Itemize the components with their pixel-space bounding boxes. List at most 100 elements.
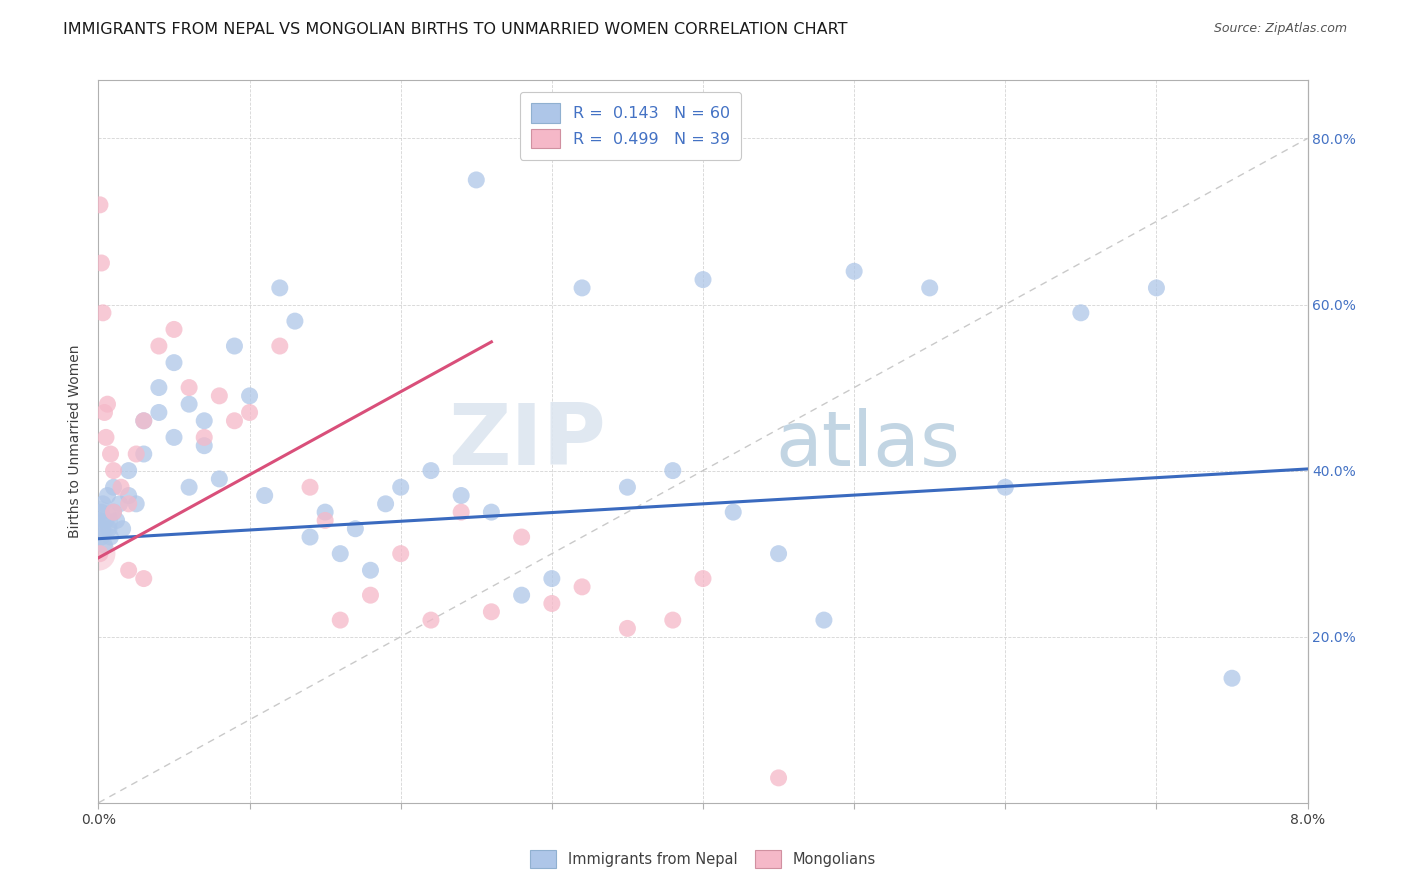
Y-axis label: Births to Unmarried Women: Births to Unmarried Women xyxy=(69,345,83,538)
Point xyxy=(481,605,503,619)
Point xyxy=(89,547,111,561)
Point xyxy=(100,530,122,544)
Point xyxy=(269,339,291,353)
Point xyxy=(1146,281,1168,295)
Point xyxy=(420,613,443,627)
Point xyxy=(344,522,367,536)
Point xyxy=(314,513,336,527)
Point xyxy=(94,430,117,444)
Point xyxy=(224,414,246,428)
Point xyxy=(768,771,790,785)
Point xyxy=(314,505,336,519)
Point xyxy=(360,563,382,577)
Point xyxy=(661,613,683,627)
Point xyxy=(571,281,593,295)
Point xyxy=(768,547,790,561)
Text: atlas: atlas xyxy=(776,409,960,483)
Point xyxy=(571,580,593,594)
Point xyxy=(118,563,141,577)
Point xyxy=(118,489,141,503)
Point xyxy=(224,339,246,353)
Point xyxy=(96,489,118,503)
Point xyxy=(110,480,132,494)
Point xyxy=(481,505,503,519)
Point xyxy=(510,588,533,602)
Point xyxy=(90,530,112,544)
Point xyxy=(103,505,125,519)
Point xyxy=(813,613,835,627)
Point xyxy=(90,505,112,519)
Point xyxy=(389,547,412,561)
Point xyxy=(132,572,155,586)
Point xyxy=(93,538,115,552)
Point xyxy=(163,430,186,444)
Point xyxy=(148,405,170,419)
Point xyxy=(89,513,111,527)
Point xyxy=(692,572,714,586)
Point xyxy=(253,489,276,503)
Point xyxy=(510,530,533,544)
Point xyxy=(103,480,125,494)
Point xyxy=(179,380,201,394)
Point xyxy=(269,281,291,295)
Point xyxy=(89,198,111,212)
Text: Source: ZipAtlas.com: Source: ZipAtlas.com xyxy=(1213,22,1347,36)
Point xyxy=(329,613,352,627)
Point xyxy=(360,588,382,602)
Point xyxy=(389,480,412,494)
Point xyxy=(994,480,1017,494)
Point xyxy=(193,430,215,444)
Point xyxy=(118,464,141,478)
Point xyxy=(844,264,866,278)
Point xyxy=(94,513,117,527)
Point xyxy=(100,447,122,461)
Point xyxy=(284,314,307,328)
Point xyxy=(98,522,121,536)
Point xyxy=(918,281,941,295)
Legend: R =  0.143   N = 60, R =  0.499   N = 39: R = 0.143 N = 60, R = 0.499 N = 39 xyxy=(520,92,741,160)
Point xyxy=(148,380,170,394)
Point xyxy=(374,497,396,511)
Point xyxy=(91,497,114,511)
Point xyxy=(299,530,322,544)
Legend: Immigrants from Nepal, Mongolians: Immigrants from Nepal, Mongolians xyxy=(524,845,882,874)
Point xyxy=(420,464,443,478)
Point xyxy=(239,389,262,403)
Point xyxy=(93,405,115,419)
Point xyxy=(132,414,155,428)
Point xyxy=(692,272,714,286)
Point xyxy=(163,322,186,336)
Point xyxy=(540,572,562,586)
Point xyxy=(148,339,170,353)
Text: IMMIGRANTS FROM NEPAL VS MONGOLIAN BIRTHS TO UNMARRIED WOMEN CORRELATION CHART: IMMIGRANTS FROM NEPAL VS MONGOLIAN BIRTH… xyxy=(63,22,848,37)
Point xyxy=(1070,306,1092,320)
Point xyxy=(118,497,141,511)
Point xyxy=(91,306,114,320)
Point xyxy=(87,547,110,561)
Point xyxy=(163,356,186,370)
Point xyxy=(208,389,231,403)
Point xyxy=(450,489,472,503)
Point xyxy=(616,480,638,494)
Point xyxy=(111,522,134,536)
Point xyxy=(661,464,683,478)
Point xyxy=(90,256,112,270)
Point xyxy=(239,405,262,419)
Point xyxy=(105,513,128,527)
Point xyxy=(193,414,215,428)
Point xyxy=(103,505,125,519)
Point xyxy=(132,414,155,428)
Point xyxy=(299,480,322,494)
Point xyxy=(179,397,201,411)
Point xyxy=(125,447,148,461)
Point xyxy=(723,505,745,519)
Point xyxy=(329,547,352,561)
Point xyxy=(108,497,131,511)
Point xyxy=(179,480,201,494)
Point xyxy=(103,464,125,478)
Point xyxy=(540,597,562,611)
Point xyxy=(208,472,231,486)
Point xyxy=(465,173,488,187)
Point xyxy=(132,447,155,461)
Point xyxy=(125,497,148,511)
